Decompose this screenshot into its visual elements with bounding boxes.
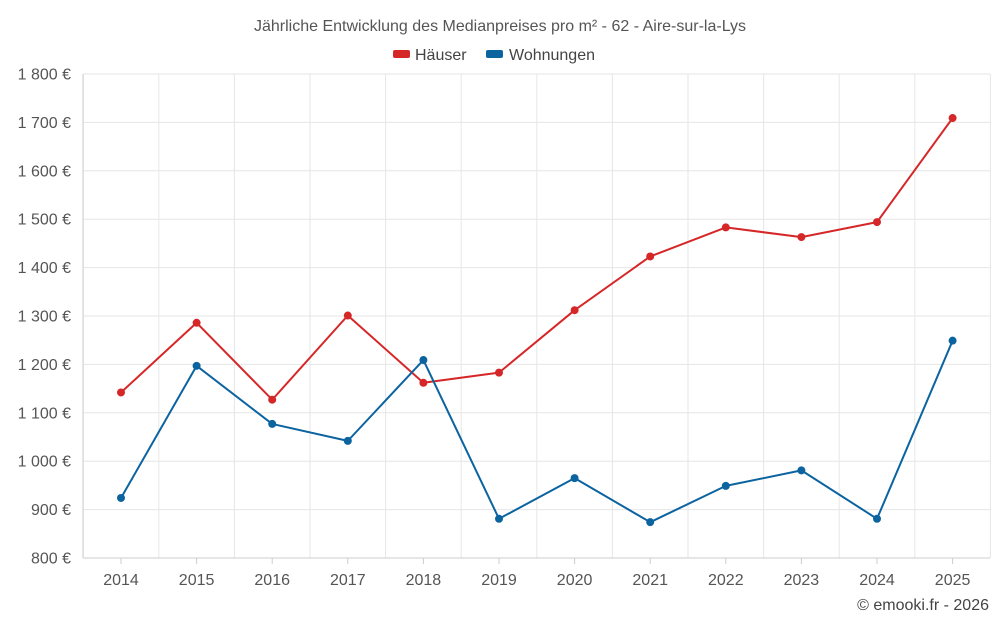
y-tick-label: 800 € [31,551,71,568]
y-tick-label: 1 600 € [18,163,71,180]
x-axis: 2014 2015 2016 2017 2018 2019 2020 2021 2022 2023… [83,557,990,589]
data-point[interactable] [419,356,428,365]
data-point[interactable] [873,218,881,227]
data-point[interactable] [343,311,352,320]
series-line [120,340,954,524]
data-point[interactable] [797,466,806,475]
x-tick-label: 2022 [708,572,744,589]
series-wohnungen [117,336,957,527]
y-tick-label: 1 000 € [18,454,71,471]
x-tick-label: 2019 [481,572,517,589]
x-tick-label: 2018 [406,572,442,589]
x-tick-label: 2014 [103,572,139,589]
data-point[interactable] [117,388,125,397]
data-point[interactable] [192,361,201,370]
y-tick-label: 1 200 € [18,357,71,374]
data-point[interactable] [570,306,579,315]
data-point[interactable] [570,474,579,483]
y-tick-label: 1 500 € [18,212,71,229]
data-point[interactable] [495,368,503,377]
y-tick-label: 1 700 € [18,115,71,132]
legend-label: Wohnungen [509,47,595,64]
series-group [117,114,957,527]
data-point[interactable] [268,395,277,404]
y-tick-label: 1 100 € [18,405,71,422]
x-tick-label: 2023 [784,572,820,589]
data-point[interactable] [948,336,957,345]
y-tick-label: 900 € [31,502,71,519]
x-tick-label: 2016 [254,572,290,589]
data-point[interactable] [495,514,503,523]
legend-label: Häuser [415,47,467,64]
data-point[interactable] [117,493,125,502]
chart-title: Jährliche Entwicklung des Medianpreises … [254,18,746,35]
grid [82,73,991,559]
data-point[interactable] [192,318,201,327]
x-tick-label: 2024 [859,572,895,589]
series-haeuser [117,114,957,404]
data-point[interactable] [268,419,277,428]
legend-item[interactable]: Häuser [393,47,467,64]
legend-swatch [393,50,410,58]
data-point[interactable] [419,378,428,387]
x-tick-label: 2017 [330,572,366,589]
data-point[interactable] [646,518,655,527]
data-point[interactable] [721,481,730,490]
series-line [120,117,954,401]
x-tick-label: 2020 [557,572,593,589]
y-axis: 800 € 900 € 1 000 € 1 100 € 1 200 € 1 300 € 1 … [18,67,84,568]
data-point[interactable] [797,233,806,242]
credit-text: © emooki.fr - 2026 [857,597,989,614]
legend: Häuser Wohnungen [393,47,595,64]
x-tick-label: 2015 [179,572,215,589]
legend-swatch [486,50,503,58]
y-tick-label: 1 300 € [18,309,71,326]
data-point[interactable] [948,114,957,123]
data-point[interactable] [873,514,881,523]
x-tick-label: 2025 [935,572,971,589]
x-tick-label: 2021 [632,572,668,589]
data-point[interactable] [343,436,352,445]
data-point[interactable] [646,252,655,261]
y-tick-label: 1 400 € [18,260,71,277]
y-tick-label: 1 800 € [18,67,71,84]
data-point[interactable] [721,223,730,232]
legend-item[interactable]: Wohnungen [486,47,595,64]
